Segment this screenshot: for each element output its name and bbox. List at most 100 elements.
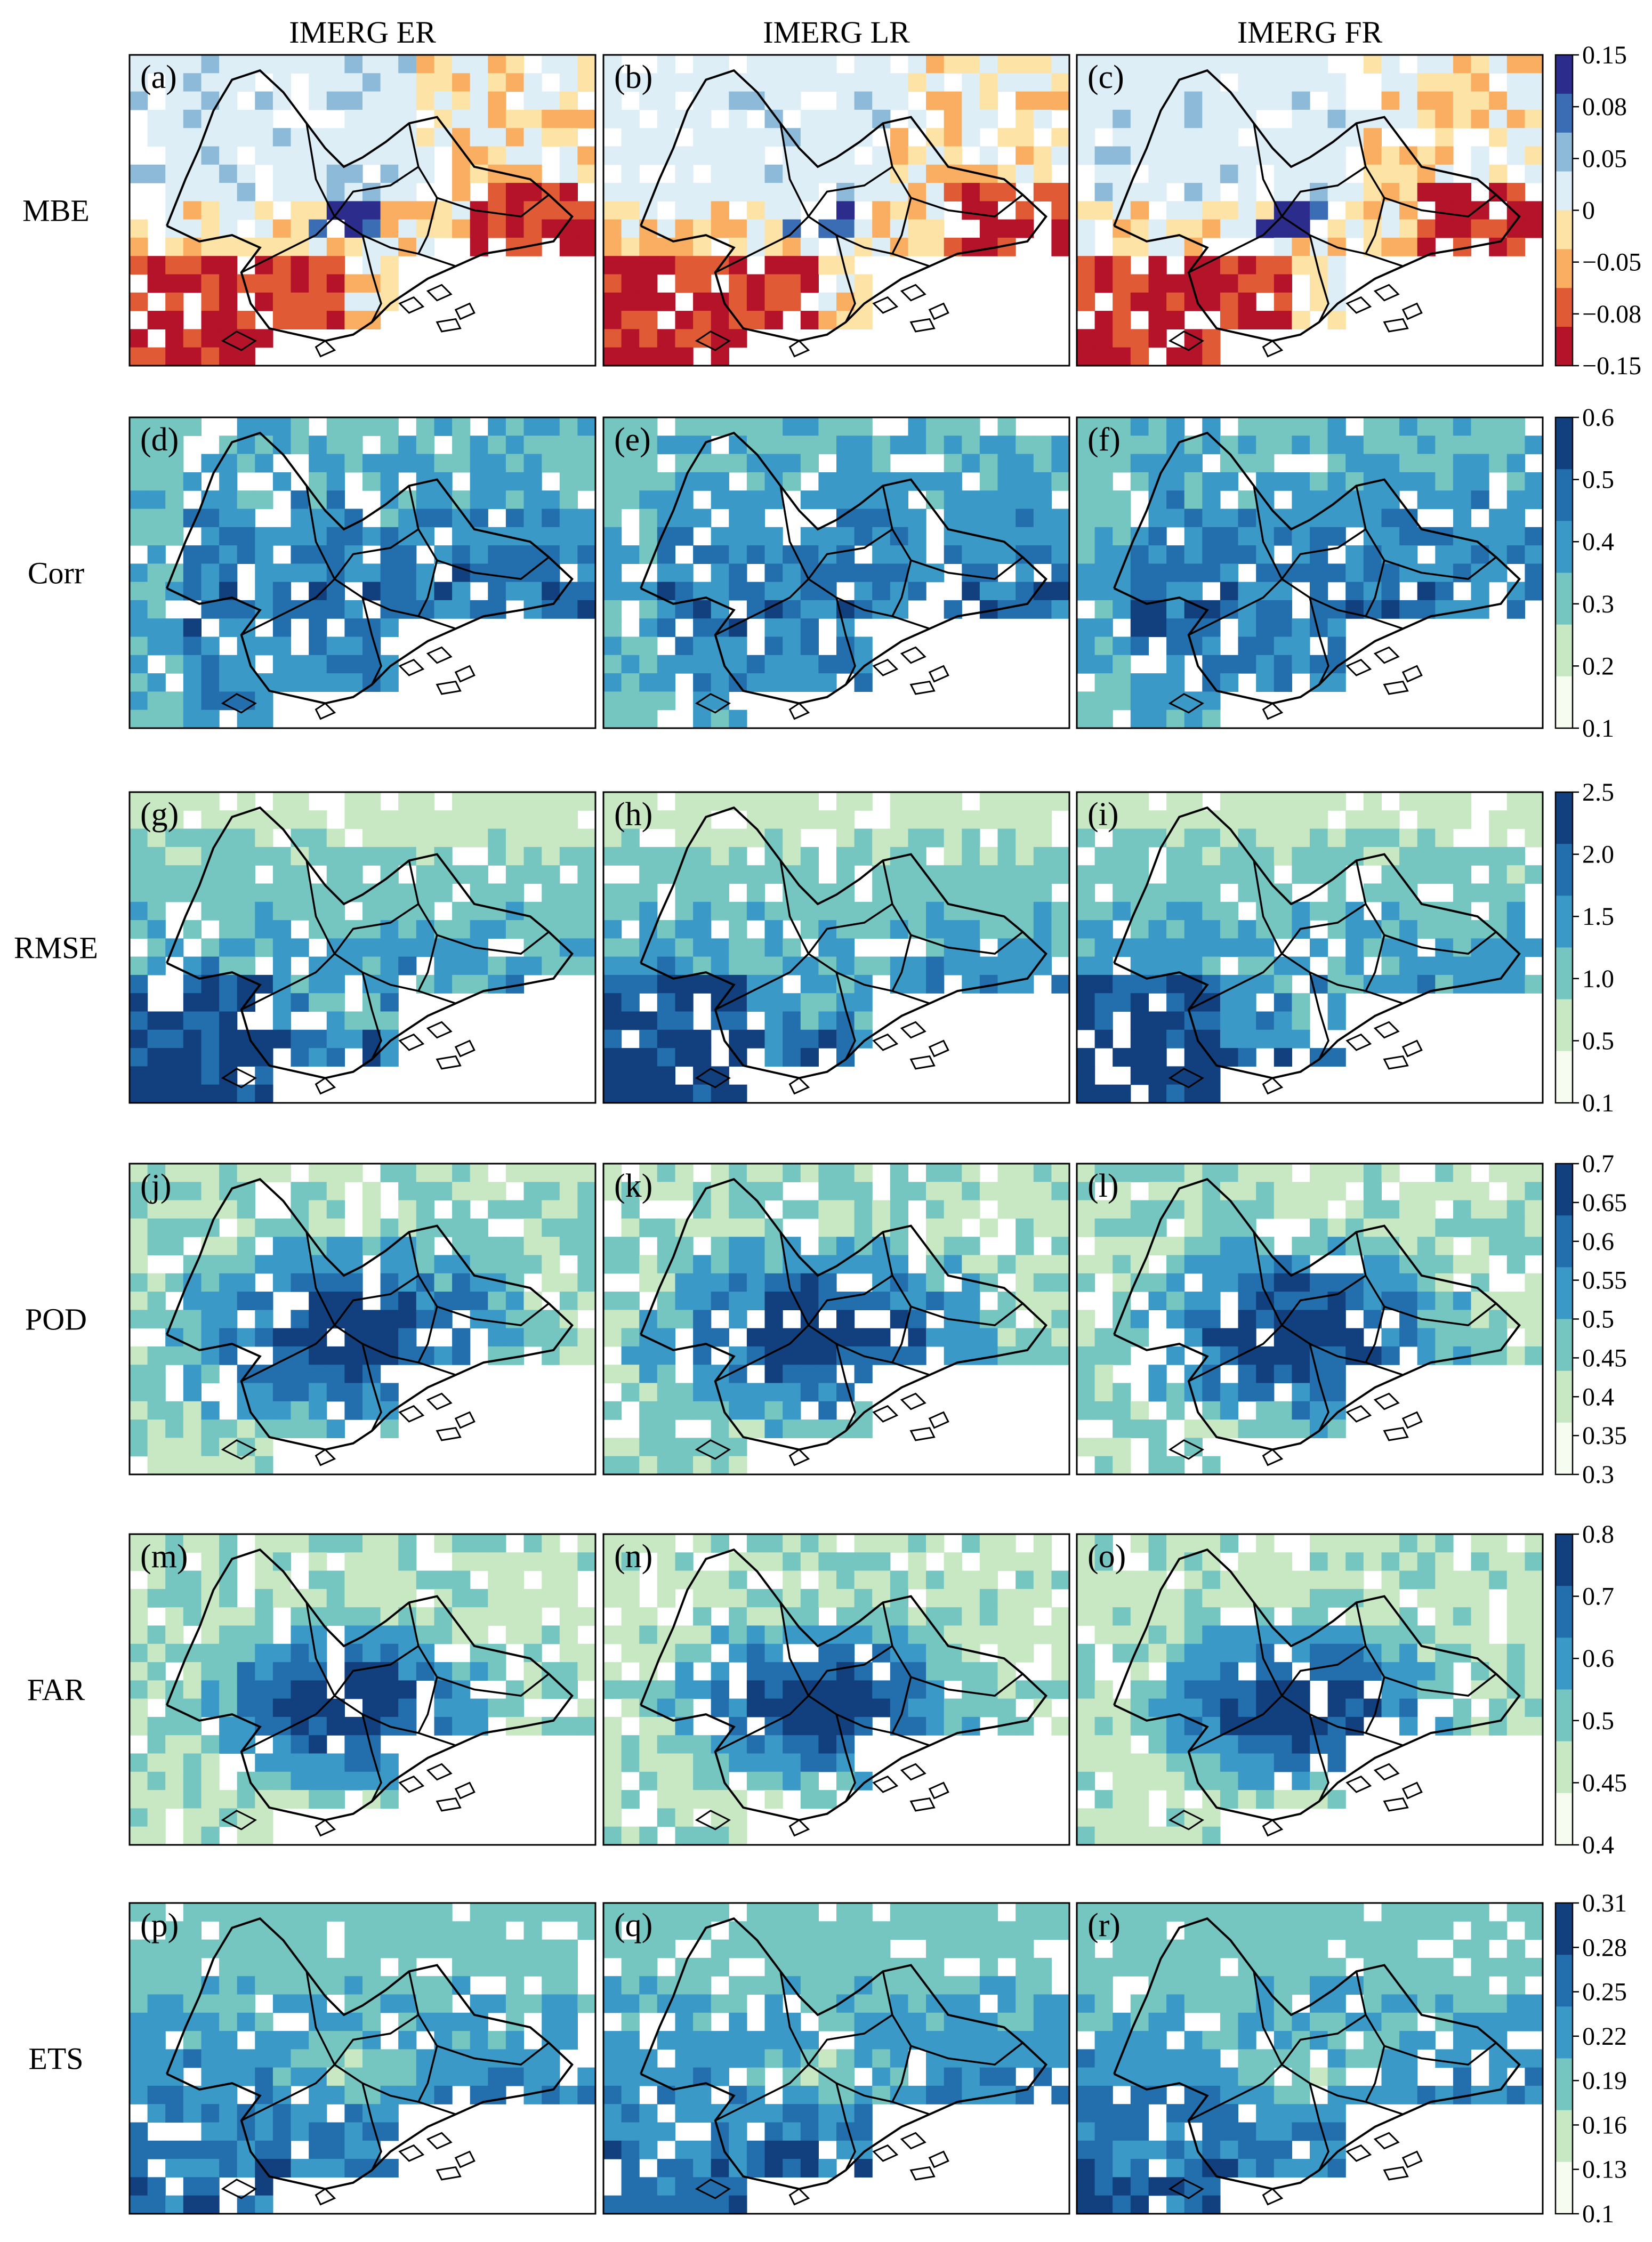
grid-cell: [1184, 55, 1203, 74]
grid-cell: [1327, 527, 1346, 546]
grid-cell: [1166, 1607, 1185, 1626]
grid-cell: [309, 545, 327, 564]
grid-cell: [1489, 128, 1508, 147]
grid-cell: [309, 1662, 327, 1681]
grid-cell: [291, 490, 309, 510]
grid-cell: [130, 1048, 148, 1067]
grid-cell: [1166, 618, 1185, 638]
grid-cell: [255, 436, 273, 455]
grid-cell: [255, 91, 273, 110]
colorbar-segment: [1556, 1586, 1573, 1638]
grid-cell: [1238, 1680, 1256, 1699]
grid-cell: [997, 792, 1016, 811]
grid-cell: [1238, 1328, 1256, 1347]
grid-cell: [783, 1011, 801, 1030]
grid-cell: [344, 1753, 363, 1772]
grid-cell: [729, 1753, 747, 1772]
grid-cell: [783, 956, 801, 975]
grid-cell: [872, 91, 891, 110]
grid-cell: [165, 655, 184, 674]
grid-cell: [1506, 509, 1525, 528]
grid-cell: [1381, 237, 1400, 256]
grid-cell: [711, 1438, 729, 1457]
grid-cell: [362, 901, 381, 921]
grid-cell: [997, 1607, 1016, 1626]
grid-cell: [1077, 73, 1095, 92]
grid-cell: [291, 1182, 309, 1201]
grid-cell: [746, 1200, 765, 1219]
grid-cell: [997, 1680, 1016, 1699]
grid-cell: [1077, 792, 1095, 811]
grid-cell: [872, 201, 891, 220]
grid-cell: [1130, 347, 1149, 366]
grid-cell: [272, 237, 292, 256]
grid-cell: [272, 1753, 292, 1772]
grid-cell: [1077, 1735, 1095, 1754]
grid-cell: [577, 1903, 595, 1922]
grid-cell: [1256, 938, 1275, 957]
grid-cell: [434, 1921, 453, 1940]
grid-cell: [729, 1292, 747, 1310]
grid-cell: [130, 883, 148, 902]
grid-cell: [272, 1255, 292, 1274]
grid-cell: [1471, 1200, 1489, 1219]
grid-cell: [657, 920, 675, 939]
grid-cell: [693, 938, 712, 957]
grid-cell: [1113, 73, 1131, 92]
grid-cell: [1184, 1662, 1203, 1681]
grid-cell: [1202, 828, 1221, 848]
grid-cell: [1077, 1011, 1095, 1030]
grid-cell: [309, 1588, 327, 1608]
grid-cell: [872, 219, 891, 238]
grid-cell: [165, 1607, 184, 1626]
grid-cell: [764, 1753, 783, 1772]
grid-cell: [398, 201, 417, 220]
grid-cell: [675, 311, 694, 329]
grid-cell: [165, 1066, 184, 1085]
grid-cell: [693, 509, 712, 528]
grid-cell: [1130, 1790, 1149, 1809]
grid-cell: [147, 1903, 166, 1922]
grid-cell: [908, 956, 926, 975]
colorbar-tick-label: 0.1: [1582, 714, 1614, 743]
grid-cell: [470, 73, 488, 92]
grid-cell: [1292, 1273, 1310, 1292]
grid-cell: [1238, 1182, 1256, 1201]
grid-cell: [291, 1625, 309, 1644]
grid-cell: [1094, 329, 1113, 348]
grid-cell: [398, 1570, 417, 1590]
grid-cell: [344, 109, 363, 128]
grid-cell: [219, 454, 238, 473]
grid-cell: [326, 828, 345, 848]
grid-cell: [1148, 920, 1167, 939]
panel-label: (o): [1087, 1538, 1126, 1575]
grid-cell: [183, 1534, 202, 1553]
grid-cell: [130, 810, 148, 829]
district-boundary: [1309, 1343, 1329, 1432]
grid-cell: [219, 1048, 238, 1067]
grid-cell: [908, 146, 926, 165]
district-boundary: [334, 1645, 419, 1697]
grid-cell: [1184, 1255, 1203, 1274]
grid-cell: [344, 237, 363, 256]
grid-cell: [746, 1383, 765, 1402]
grid-cell: [1381, 901, 1400, 921]
grid-cell: [1471, 436, 1489, 455]
grid-cell: [1363, 920, 1382, 939]
colorbar-segment: [1556, 947, 1573, 1000]
grid-cell: [908, 883, 926, 902]
grid-cell: [165, 1029, 184, 1049]
grid-cell: [130, 1365, 148, 1384]
colorbar-segment: [1556, 999, 1573, 1052]
grid-cell: [1094, 920, 1113, 939]
grid-cell: [201, 563, 220, 583]
grid-cell: [577, 417, 595, 436]
grid-cell: [854, 73, 873, 92]
grid-cell: [380, 1753, 399, 1772]
grid-cell: [1202, 274, 1221, 293]
grid-cell: [488, 219, 506, 238]
district-boundary: [408, 1231, 550, 1327]
grid-cell: [639, 274, 658, 293]
grid-cell: [854, 417, 873, 436]
grid-cell: [1094, 73, 1113, 92]
